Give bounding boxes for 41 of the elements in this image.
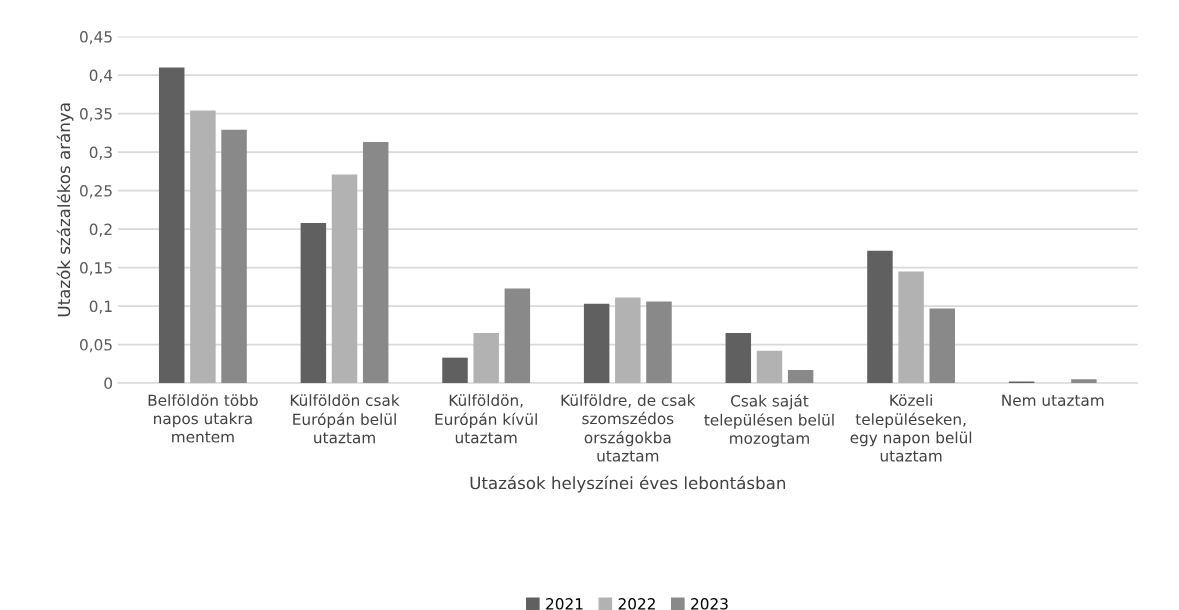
- bar: [787, 369, 814, 384]
- y-tick-label: 0,45: [80, 31, 112, 45]
- y-tick-label: 0: [104, 377, 113, 390]
- bar: [646, 301, 672, 384]
- legend-label: 2023: [691, 598, 728, 610]
- bar: [929, 308, 956, 384]
- bar: [1071, 379, 1097, 384]
- bar: [362, 142, 389, 384]
- bar: [725, 333, 752, 384]
- legend-label: 2021: [546, 598, 583, 610]
- y-tick-label: 0,15: [80, 262, 112, 276]
- x-tick-label: Közeli településeken, egy napon belül utaztam: [850, 394, 972, 462]
- y-tick-label: 0,25: [80, 185, 112, 199]
- bar: [756, 350, 783, 384]
- y-tick-label: 0,4: [89, 69, 113, 83]
- bar: [158, 67, 185, 384]
- y-tick-label: 0,2: [89, 223, 112, 237]
- bar: [221, 129, 247, 384]
- bar: [190, 110, 216, 384]
- legend-label: 2022: [618, 598, 655, 610]
- x-tick-label: Külföldön csak Európán belül utaztam: [290, 394, 400, 444]
- bar: [300, 222, 327, 384]
- y-tick-label: 0,35: [80, 108, 112, 122]
- bar: [473, 333, 499, 384]
- x-tick-label: Belföldön több napos utakra mentem: [148, 394, 258, 443]
- bar: [898, 271, 924, 384]
- bar: [331, 174, 358, 384]
- bar: [583, 303, 610, 384]
- x-tick-label: Nem utaztam: [1002, 394, 1104, 407]
- bar: [615, 297, 641, 384]
- x-tick-label: Külföldre, de csak szomszédos országokba utaztam: [561, 394, 696, 462]
- bar: [442, 357, 468, 384]
- x-axis-title: Utazások helyszínei éves lebontásban: [470, 475, 786, 493]
- y-tick-label: 0,1: [89, 300, 112, 314]
- bar: [504, 288, 531, 384]
- y-tick-label: 0,05: [80, 339, 112, 353]
- y-tick-label: 0,3: [89, 146, 112, 160]
- y-axis-title: Utazók százalékos aránya: [56, 103, 74, 317]
- bar: [867, 250, 893, 384]
- x-tick-label: Külföldön, Európán kívül utaztam: [435, 394, 537, 444]
- x-tick-label: Csak saját településen belül mozogtam: [704, 394, 834, 447]
